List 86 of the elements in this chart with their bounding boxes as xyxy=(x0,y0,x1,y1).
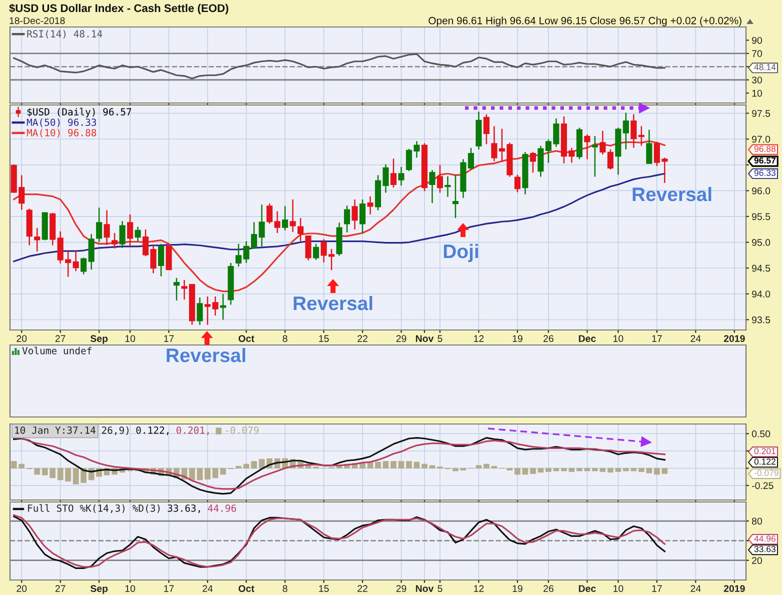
x-tick-label: Oct xyxy=(238,585,254,592)
annotation: Reversal xyxy=(294,296,372,310)
y-tick-label: 0.50 xyxy=(752,430,770,438)
y-tick-label: 97.5 xyxy=(752,110,770,117)
legend-title: Full STO %K(14,3) %D(3) xyxy=(28,504,160,514)
legend-label: -0.079 xyxy=(226,426,259,434)
x-tick-label: 10 xyxy=(614,335,624,342)
x-tick-label: 24 xyxy=(690,585,701,592)
text: Volume undef xyxy=(22,346,92,354)
legend-label: $USD (Daily) 96.57 xyxy=(27,108,132,118)
text: 33.63 xyxy=(754,546,776,552)
legend-title: 26,9) xyxy=(102,426,128,436)
x-tick-label: 17 xyxy=(164,585,174,592)
y-tick-label: -0.25 xyxy=(752,482,774,490)
text: -0.079 xyxy=(754,470,778,476)
x-tick-label: Sep xyxy=(90,335,108,344)
x-tick-label: 2019 xyxy=(724,335,745,342)
x-tick-label: Dec xyxy=(578,585,596,592)
x-tick-label: 8 xyxy=(282,335,288,342)
x-tick-label: 22 xyxy=(358,335,368,342)
text: Open 96.61 High 96.64 Low 96.15 Close 96.57 Chg +0.02 (+0.02%) xyxy=(428,16,742,26)
x-tick-label: 26 xyxy=(544,585,554,592)
x-tick-label: 27 xyxy=(55,335,66,342)
x-tick-label: 12 xyxy=(474,335,484,342)
x-tick-label: 19 xyxy=(512,585,522,592)
text: 48.14 xyxy=(754,64,776,70)
text: 44.96 xyxy=(208,504,236,512)
y-tick-label: 96.0 xyxy=(752,187,770,194)
legend-label: RSI(14) 48.14 xyxy=(27,30,102,39)
x-tick-label: Nov xyxy=(416,585,434,592)
text: 96.88 xyxy=(754,146,776,152)
text: 96.57 xyxy=(754,157,776,164)
x-tick-label: 5 xyxy=(438,585,442,592)
x-tick-label: 19 xyxy=(512,335,522,342)
y-tick-label: 20 xyxy=(752,557,762,564)
legend-label: MA(50) 96.33 xyxy=(26,118,96,128)
y-tick-label: 93.5 xyxy=(752,316,770,324)
text: Reversal xyxy=(166,348,246,362)
x-tick-label: Oct xyxy=(238,335,254,342)
x-tick-label: Sep xyxy=(90,585,108,594)
x-tick-label: 27 xyxy=(55,585,66,592)
y-tick-label: 80 xyxy=(752,518,762,525)
text: 0.201, xyxy=(176,426,209,436)
x-tick-label: 20 xyxy=(16,585,27,592)
chart-title: $USD US Dollar Index - Cash Settle (EOD) xyxy=(9,4,228,14)
x-tick-label: 12 xyxy=(474,585,484,592)
x-tick-label: 15 xyxy=(319,335,329,342)
y-tick-label: 97.0 xyxy=(752,136,770,143)
x-tick-label: 5 xyxy=(438,335,442,342)
legend-label: MA(10) 96.88 xyxy=(26,128,96,138)
y-tick-label: 95.0 xyxy=(752,239,770,246)
annotation: 10 Jan Y:37.14 xyxy=(15,426,96,434)
x-tick-label: 2019 xyxy=(724,585,745,592)
text: 0.122, xyxy=(136,426,168,436)
y-tick-label: 95.5 xyxy=(752,213,770,220)
y-tick-label: 30 xyxy=(752,76,762,84)
x-tick-label: 22 xyxy=(358,585,368,592)
x-tick-label: 17 xyxy=(164,335,174,342)
x-tick-label: 17 xyxy=(652,585,662,592)
x-tick-label: 29 xyxy=(396,335,406,342)
y-tick-label: 90 xyxy=(752,36,762,44)
y-tick-label: 94.5 xyxy=(752,264,770,272)
text: 96.33 xyxy=(754,170,776,176)
x-tick-label: 29 xyxy=(396,585,406,592)
x-tick-label: 26 xyxy=(544,335,554,342)
x-tick-label: Dec xyxy=(578,335,596,342)
x-tick-label: Nov xyxy=(416,335,434,342)
x-tick-label: 15 xyxy=(319,585,329,592)
y-tick-label: 10 xyxy=(752,90,762,97)
annotation: Reversal xyxy=(632,186,712,202)
text: 0.122 xyxy=(754,458,776,465)
text: 44.96 xyxy=(754,535,776,542)
x-tick-label: 20 xyxy=(16,335,27,342)
chart-subtitle: 18-Dec-2018 xyxy=(10,17,65,24)
text: 0.201 xyxy=(754,448,776,454)
x-tick-label: 10 xyxy=(125,335,136,342)
x-tick-label: 10 xyxy=(125,585,136,592)
x-tick-label: 24 xyxy=(690,335,701,342)
y-tick-label: 94.0 xyxy=(752,290,770,298)
x-tick-label: 17 xyxy=(652,335,662,342)
y-tick-label: 70 xyxy=(752,50,762,58)
annotation: Doji xyxy=(444,244,478,262)
x-tick-label: 24 xyxy=(202,585,213,592)
x-tick-label: 8 xyxy=(282,585,288,592)
x-tick-label: 10 xyxy=(614,585,624,592)
text: 33.63, xyxy=(168,504,200,514)
